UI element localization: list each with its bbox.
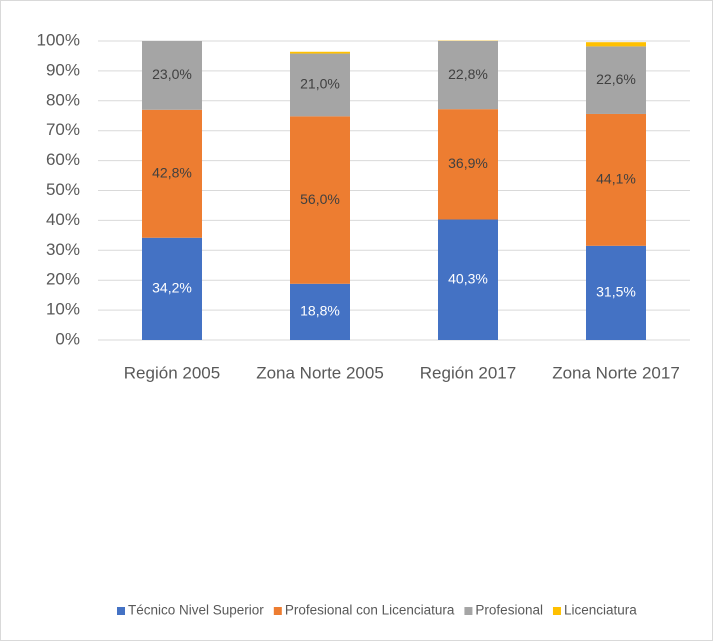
bar-segment <box>142 237 202 340</box>
y-tick-label: 60% <box>46 150 80 169</box>
legend-label: Profesional con Licenciatura <box>285 603 455 618</box>
legend-label: Profesional <box>475 603 543 618</box>
bar-segment <box>290 283 350 340</box>
bar-segment <box>586 46 646 114</box>
bar-segment <box>142 41 202 110</box>
y-tick-label: 80% <box>46 90 80 109</box>
legend-swatch <box>464 607 473 615</box>
data-label: 40,3% <box>448 270 488 286</box>
data-label: 34,2% <box>152 280 192 296</box>
legend-label: Técnico Nivel Superior <box>128 603 264 618</box>
bar-segment <box>142 109 202 238</box>
data-label: 23,0% <box>152 66 192 82</box>
legend-swatch <box>117 607 125 615</box>
y-tick-label: 50% <box>46 180 80 199</box>
data-label: 56,0% <box>300 191 340 207</box>
data-label: 31,5% <box>596 284 636 300</box>
data-label: 22,6% <box>596 71 636 87</box>
legend-label: Licenciatura <box>564 603 637 618</box>
data-label: 18,8% <box>300 303 340 319</box>
bar-segment <box>586 42 646 47</box>
data-label: 36,9% <box>448 155 488 171</box>
data-label: 21,0% <box>300 76 340 92</box>
bar-segment <box>438 219 498 340</box>
bar-segment <box>586 245 646 340</box>
x-tick-label: Zona Norte 2005 <box>256 363 384 382</box>
x-tick-label: Región 2005 <box>124 363 220 382</box>
x-tick-label: Región 2017 <box>420 363 516 382</box>
y-tick-label: 90% <box>46 60 80 79</box>
bar-segment <box>438 41 498 110</box>
bar-segment <box>586 113 646 246</box>
data-label: 22,8% <box>448 66 488 82</box>
x-tick-label: Zona Norte 2017 <box>552 363 680 382</box>
y-tick-label: 0% <box>55 329 80 348</box>
data-label: 44,1% <box>596 171 636 187</box>
y-tick-label: 30% <box>46 240 80 259</box>
y-tick-label: 10% <box>46 300 80 319</box>
y-tick-label: 40% <box>46 210 80 229</box>
legend-swatch <box>273 607 282 615</box>
bar-segment <box>290 116 350 284</box>
bar-segment <box>438 109 498 220</box>
legend-swatch <box>552 607 561 615</box>
data-label: 42,8% <box>152 164 192 180</box>
bar-segment <box>290 51 350 54</box>
bar-segment <box>290 53 350 117</box>
y-tick-label: 20% <box>46 270 80 289</box>
y-tick-label: 70% <box>46 120 80 139</box>
y-tick-label: 100% <box>37 30 80 49</box>
